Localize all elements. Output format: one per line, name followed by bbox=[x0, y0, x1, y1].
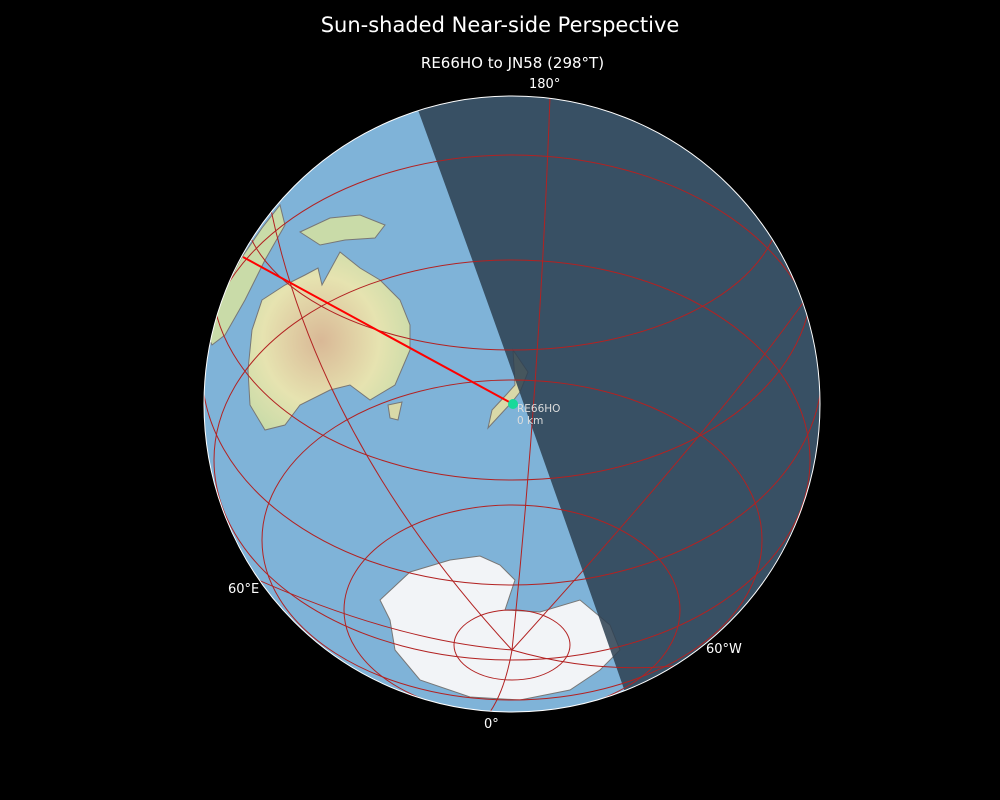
lon-label-60w: 60°W bbox=[706, 642, 742, 657]
tasmania bbox=[387, 401, 403, 421]
marker-label: RE66HO bbox=[517, 403, 561, 415]
globe-outline bbox=[203, 95, 821, 713]
lon-label-0: 0° bbox=[484, 717, 499, 732]
map-subtitle: RE66HO to JN58 (298°T) bbox=[420, 54, 605, 72]
australia bbox=[247, 251, 411, 431]
map-title: Sun-shaded Near-side Perspective bbox=[320, 13, 680, 37]
great-circle-path bbox=[242, 256, 512, 404]
station-marker[interactable] bbox=[508, 399, 518, 409]
night-shading bbox=[418, 96, 820, 692]
marker-distance: 0 km bbox=[517, 415, 544, 427]
new-guinea bbox=[298, 214, 386, 246]
lon-label-180: 180° bbox=[529, 77, 561, 92]
lon-label-60e: 60°E bbox=[228, 582, 260, 597]
